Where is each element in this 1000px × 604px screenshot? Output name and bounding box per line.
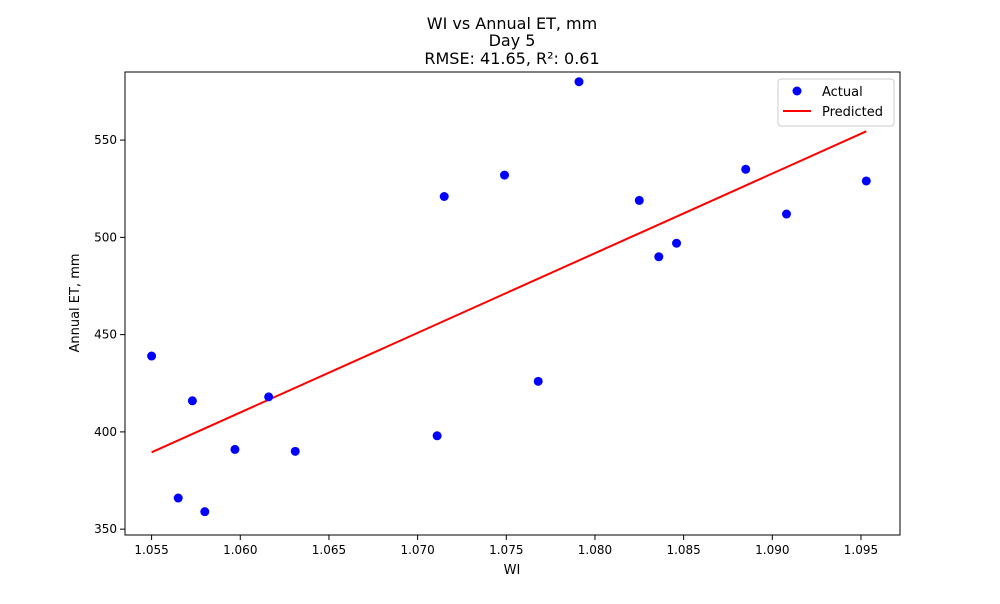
plot-area — [147, 77, 871, 517]
y-axis-label: Annual ET, mm — [68, 253, 83, 352]
x-tick-label: 1.075 — [489, 543, 523, 557]
actual-point — [290, 446, 300, 456]
actual-point — [654, 252, 664, 262]
y-tick-label: 350 — [94, 522, 117, 536]
actual-point — [574, 77, 584, 87]
actual-point — [147, 351, 157, 361]
actual-point — [533, 376, 543, 386]
legend-marker-actual — [792, 86, 802, 96]
actual-point — [781, 209, 791, 219]
legend-label-predicted: Predicted — [822, 105, 883, 120]
actual-point — [432, 431, 442, 441]
x-tick-label: 1.065 — [312, 543, 346, 557]
x-tick-label: 1.060 — [223, 543, 257, 557]
actual-point — [187, 396, 197, 406]
actual-point — [439, 192, 449, 202]
x-axis-label: WI — [504, 563, 521, 578]
actual-point — [741, 164, 751, 174]
y-tick-label: 450 — [94, 328, 117, 342]
chart-title: WI vs Annual ET, mm Day 5 RMSE: 41.65, R… — [424, 14, 599, 68]
x-tick-label: 1.095 — [844, 543, 878, 557]
actual-point — [173, 493, 183, 503]
chart-title-line-2: Day 5 — [489, 31, 536, 50]
actual-point — [264, 392, 274, 402]
y-tick-label: 400 — [94, 425, 117, 439]
plot-frame — [124, 71, 901, 536]
x-tick-label: 1.080 — [578, 543, 612, 557]
actual-point — [500, 170, 510, 180]
x-tick-label: 1.090 — [755, 543, 789, 557]
actual-point — [672, 238, 682, 248]
legend: Actual Predicted — [777, 78, 895, 127]
x-tick-label: 1.070 — [400, 543, 434, 557]
legend-box — [777, 78, 895, 127]
actual-point — [861, 176, 871, 186]
actual-point — [230, 444, 240, 454]
actual-point — [634, 195, 644, 205]
x-tick-label: 1.055 — [134, 543, 168, 557]
y-axis: 350 400 450 500 550 — [94, 133, 125, 536]
actual-point — [200, 507, 210, 517]
x-axis: 1.055 1.060 1.065 1.070 1.075 1.080 1.085 1.090… — [134, 535, 878, 557]
chart-title-line-1: WI vs Annual ET, mm — [427, 14, 597, 33]
chart-title-line-3: RMSE: 41.65, R²: 0.61 — [424, 49, 599, 68]
x-tick-label: 1.085 — [666, 543, 700, 557]
y-tick-label: 500 — [94, 230, 117, 244]
y-tick-label: 550 — [94, 133, 117, 147]
legend-label-actual: Actual — [822, 85, 863, 100]
